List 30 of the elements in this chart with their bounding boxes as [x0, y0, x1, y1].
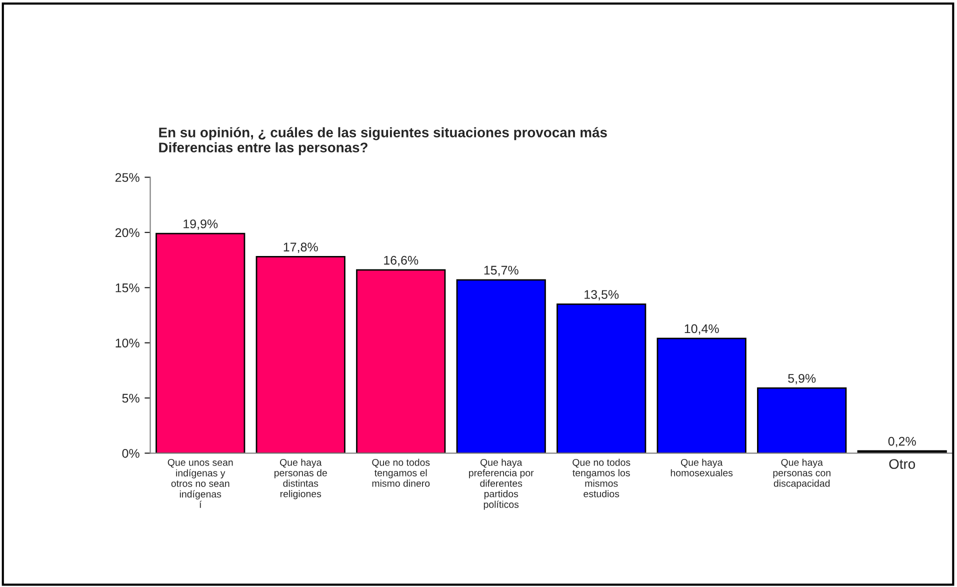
bar: [556, 303, 646, 454]
x-tick-label: Que unos sean indígenas y otros no sean indígenas í: [168, 458, 233, 508]
x-tick-label: Que haya preferencia por diferentes partidos políticos: [469, 458, 534, 510]
data-label: 19,9%: [184, 219, 218, 230]
bar: [656, 338, 746, 454]
y-tick-label: 15%: [116, 283, 140, 292]
chart-title: En su opinión, ¿ cuáles de las siguientes situaciones provocan más Diferencias entre las personas?: [159, 127, 607, 156]
y-tick-label: 0%: [122, 448, 140, 458]
y-tick-label: 10%: [116, 338, 140, 348]
data-label: 13,5%: [584, 290, 619, 300]
bar: [356, 269, 446, 454]
data-label: 17,8%: [284, 242, 318, 253]
data-label: 15,7%: [484, 266, 518, 276]
data-label: 0,2%: [888, 436, 916, 448]
x-tick-label: Que haya personas de distintas religiones: [274, 458, 327, 500]
x-tick-label: Otro: [889, 459, 916, 469]
x-tick-label: Que no todos tengamos los mismos estudios: [572, 458, 630, 498]
x-tick-label: Que no todos tengamos el mismo dinero: [372, 458, 430, 487]
bar: [156, 232, 246, 454]
data-label: 16,6%: [384, 256, 418, 266]
x-tick-label: Que haya personas con discapacidad: [773, 458, 830, 489]
y-tick-label: 25%: [115, 173, 140, 182]
bar: [456, 279, 546, 454]
bar: [256, 256, 346, 454]
data-label: 10,4%: [684, 324, 719, 335]
y-tick-label: 5%: [122, 394, 140, 403]
data-label: 5,9%: [788, 374, 816, 384]
x-tick-label: Que haya homosexuales: [670, 458, 733, 476]
bar: [757, 387, 847, 454]
y-tick-label: 20%: [115, 228, 140, 238]
